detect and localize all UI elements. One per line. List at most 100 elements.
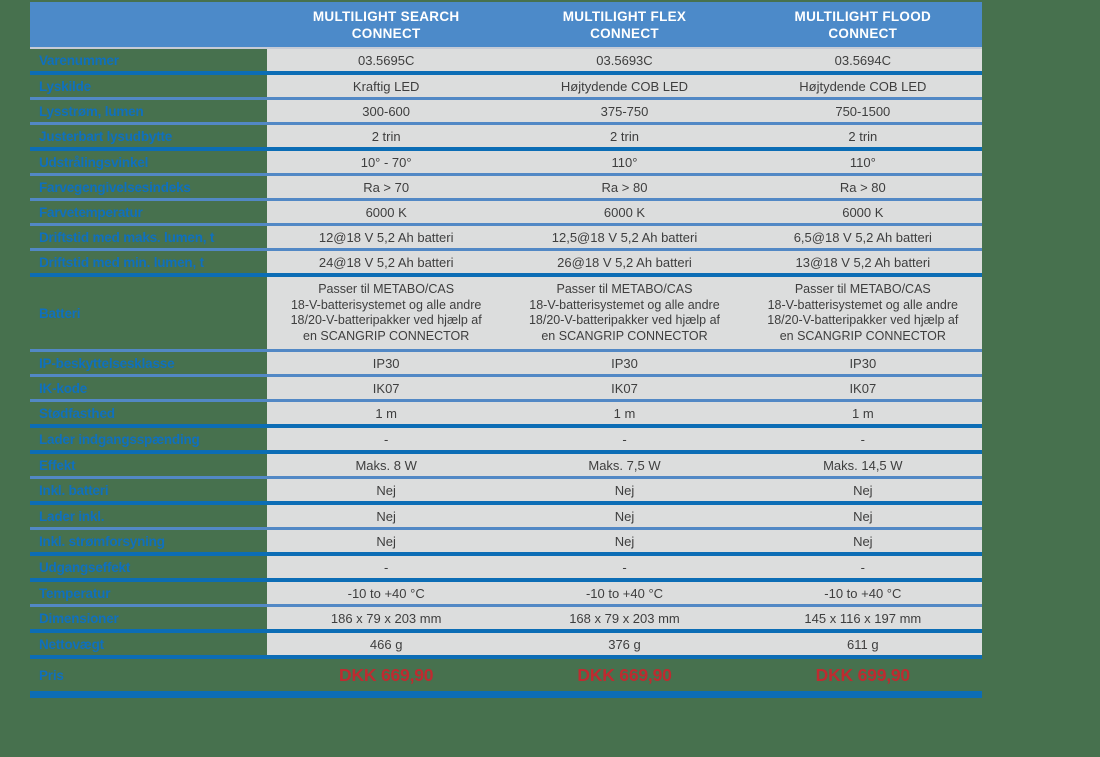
spec-row-driftstid-med-maks-lumen-t: Driftstid med maks. lumen, t 12@18 V 5,2 … (30, 226, 982, 251)
row-label: Effekt (39, 457, 76, 473)
row-label: Nettovægt (39, 636, 104, 652)
spec-cell: 6000 K (267, 201, 506, 223)
spec-cell: Nej (743, 479, 982, 501)
spec-cell: 110° (743, 151, 982, 173)
spec-row-lyskilde: Lyskilde Kraftig LED Højtydende COB LED Høj… (30, 75, 982, 100)
spec-cell: Nej (743, 530, 982, 552)
spec-cell: IP30 (505, 352, 744, 374)
spec-cell: Ra > 80 (505, 176, 744, 198)
row-label: Lader indgangsspænding (39, 431, 200, 447)
spec-cell: 2 trin (267, 125, 506, 147)
spec-row-temperatur: Temperatur -10 to +40 °C -10 to +40 °C -10 … (30, 582, 982, 607)
spec-cell: Nej (505, 479, 744, 501)
spec-cell: Maks. 7,5 W (505, 454, 744, 476)
spec-cell: Passer til METABO/CAS 18-V-batterisystem… (505, 277, 744, 349)
row-label: Lysstrøm, lumen (39, 103, 144, 119)
spec-cell: 375-750 (505, 100, 744, 122)
spec-cell: Maks. 8 W (267, 454, 506, 476)
product-spec-table: MULTILIGHT SEARCH CONNECT MULTILIGHT FLE… (30, 2, 982, 698)
spec-cell: 26@18 V 5,2 Ah batteri (505, 251, 744, 273)
spec-cell: -10 to +40 °C (505, 582, 744, 604)
spec-cell: 1 m (743, 402, 982, 424)
spec-cell: 10° - 70° (267, 151, 506, 173)
column-header-multilight-flex: MULTILIGHT FLEX CONNECT (562, 8, 687, 41)
spec-cell: 300-600 (267, 100, 506, 122)
row-label: Inkl. batteri (39, 482, 109, 498)
header-spacer-cell (30, 2, 267, 47)
spec-cell: Maks. 14,5 W (743, 454, 982, 476)
row-label: Lader inkl. (39, 508, 105, 524)
spec-row-dimensioner: Dimensioner 186 x 79 x 203 mm 168 x 79 x 2… (30, 607, 982, 633)
row-label: Inkl. strømforsyning (39, 533, 165, 549)
spec-cell: Højtydende COB LED (743, 75, 982, 97)
spec-cell: 2 trin (743, 125, 982, 147)
spec-cell: 168 x 79 x 203 mm (505, 607, 744, 629)
spec-row-nettov-gt: Nettovægt 466 g 376 g 611 g (30, 633, 982, 659)
spec-cell: - (743, 556, 982, 578)
row-label: Lyskilde (39, 78, 91, 94)
spec-row-lysstr-m-lumen: Lysstrøm, lumen 300-600 375-750 750-1500 (30, 100, 982, 125)
spec-cell: - (267, 556, 506, 578)
spec-cell: 750-1500 (743, 100, 982, 122)
spec-cell: IP30 (267, 352, 506, 374)
row-label: Justerbart lysudbytte (39, 128, 173, 144)
spec-cell: 1 m (267, 402, 506, 424)
spec-cell: 376 g (505, 633, 744, 655)
table-header-row: MULTILIGHT SEARCH CONNECT MULTILIGHT FLE… (30, 2, 982, 49)
row-label: Varenummer (39, 52, 119, 68)
column-header-multilight-search: MULTILIGHT SEARCH CONNECT (312, 8, 460, 41)
spec-row-pris: Pris DKK 669,90 DKK 669,90 DKK 699,90 (30, 659, 982, 691)
price-value: DKK 699,90 (815, 664, 911, 685)
spec-cell: -10 to +40 °C (267, 582, 506, 604)
spec-cell: 24@18 V 5,2 Ah batteri (267, 251, 506, 273)
spec-row-lader-inkl: Lader inkl. Nej Nej Nej (30, 505, 982, 530)
spec-cell: Passer til METABO/CAS 18-V-batterisystem… (743, 277, 982, 349)
row-label: Farvegengivelsesindeks (39, 179, 191, 195)
spec-cell: Nej (267, 530, 506, 552)
spec-row-inkl-str-mforsyning: Inkl. strømforsyning Nej Nej Nej (30, 530, 982, 556)
spec-cell: 2 trin (505, 125, 744, 147)
spec-cell: -10 to +40 °C (743, 582, 982, 604)
spec-row-farvetemperatur: Farvetemperatur 6000 K 6000 K 6000 K (30, 201, 982, 226)
spec-cell: 12@18 V 5,2 Ah batteri (267, 226, 506, 248)
spec-row-ik-kode: IK-kode IK07 IK07 IK07 (30, 377, 982, 402)
spec-cell: Nej (505, 530, 744, 552)
spec-cell: 6,5@18 V 5,2 Ah batteri (743, 226, 982, 248)
row-label: Pris (39, 667, 64, 683)
row-label: IP-beskyttelsesklasse (39, 355, 175, 371)
row-label: Driftstid med maks. lumen, t (39, 229, 215, 245)
spec-cell: 466 g (267, 633, 506, 655)
spec-cell: 03.5693C (505, 49, 744, 71)
spec-cell: Højtydende COB LED (505, 75, 744, 97)
row-label: Farvetemperatur (39, 204, 143, 220)
spec-row-justerbart-lysudbytte: Justerbart lysudbytte 2 trin 2 trin 2 trin (30, 125, 982, 151)
spec-row-batteri: Batteri Passer til METABO/CAS 18-V-batter… (30, 277, 982, 352)
spec-cell: 110° (505, 151, 744, 173)
spec-cell: Ra > 70 (267, 176, 506, 198)
spec-cell: 145 x 116 x 197 mm (743, 607, 982, 629)
spec-cell: 03.5695C (267, 49, 506, 71)
spec-cell: IK07 (743, 377, 982, 399)
spec-row-inkl-batteri: Inkl. batteri Nej Nej Nej (30, 479, 982, 505)
spec-cell: Ra > 80 (743, 176, 982, 198)
spec-cell: - (505, 556, 744, 578)
spec-row-farvegengivelsesindeks: Farvegengivelsesindeks Ra > 70 Ra > 80 Ra >… (30, 176, 982, 201)
spec-cell: 13@18 V 5,2 Ah batteri (743, 251, 982, 273)
table-body: Varenummer 03.5695C 03.5693C 03.5694C Lyskil… (30, 49, 982, 691)
spec-row-effekt: Effekt Maks. 8 W Maks. 7,5 W Maks. 14,5 W (30, 454, 982, 479)
spec-cell: - (743, 428, 982, 450)
spec-cell: IP30 (743, 352, 982, 374)
spec-row-varenummer: Varenummer 03.5695C 03.5693C 03.5694C (30, 49, 982, 75)
spec-cell: - (505, 428, 744, 450)
row-label: IK-kode (39, 380, 88, 396)
row-label: Dimensioner (39, 610, 119, 626)
spec-cell: 186 x 79 x 203 mm (267, 607, 506, 629)
row-label: Stødfasthed (39, 405, 115, 421)
spec-cell: Nej (505, 505, 744, 527)
spec-cell: 1 m (505, 402, 744, 424)
column-header-multilight-flood: MULTILIGHT FLOOD CONNECT (794, 8, 932, 41)
spec-row-udgangseffekt: Udgangseffekt - - - (30, 556, 982, 582)
row-label: Udgangseffekt (39, 559, 131, 575)
spec-cell: Nej (267, 505, 506, 527)
